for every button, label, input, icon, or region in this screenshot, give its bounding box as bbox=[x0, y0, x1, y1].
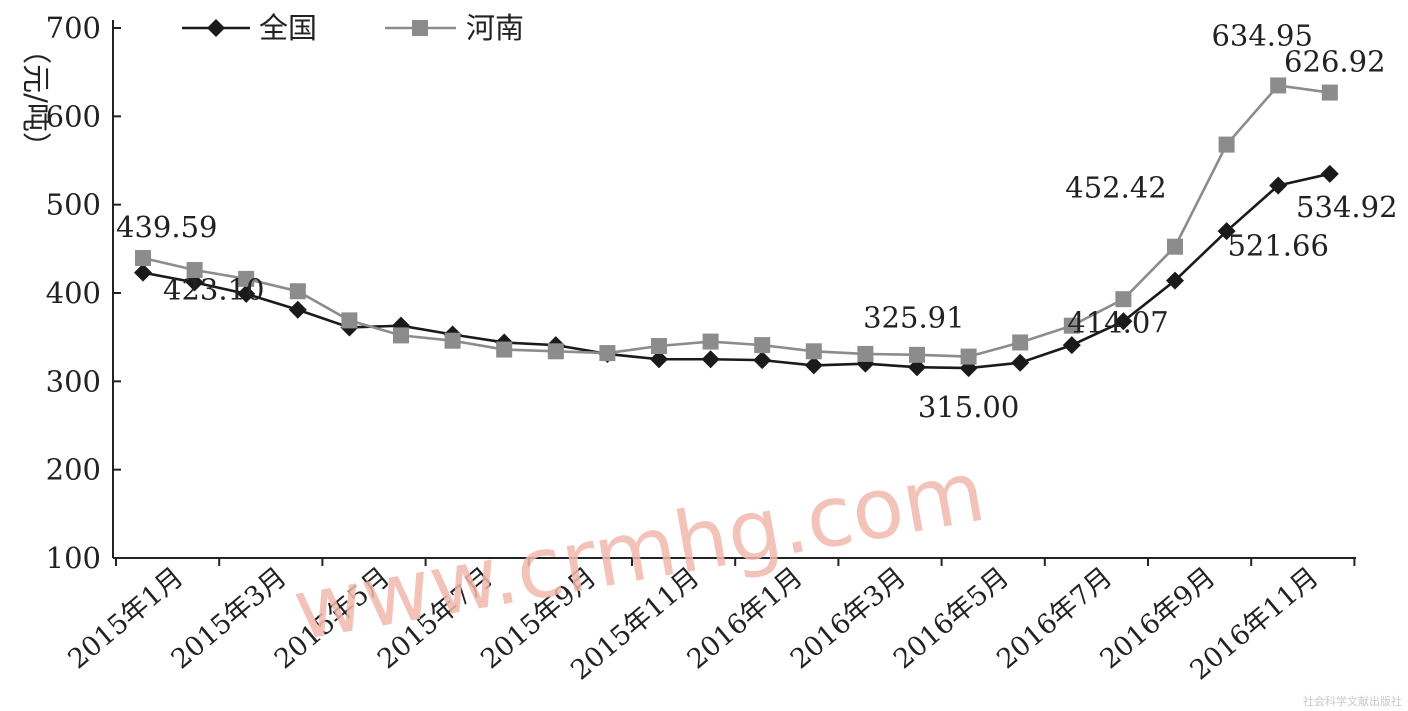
y-tick-label: 700 bbox=[46, 11, 101, 45]
data-point-marker bbox=[288, 300, 307, 319]
series-line bbox=[142, 172, 1331, 370]
data-label: 534.92 bbox=[1296, 190, 1397, 224]
data-label: 423.10 bbox=[163, 273, 264, 307]
data-point-marker bbox=[1320, 164, 1339, 183]
data-label: 626.92 bbox=[1284, 45, 1385, 79]
data-point-marker bbox=[496, 341, 513, 358]
data-point-marker bbox=[651, 338, 667, 354]
data-point-marker bbox=[857, 345, 874, 362]
data-point-marker bbox=[754, 337, 771, 354]
data-point-marker bbox=[1115, 291, 1132, 308]
data-point-marker bbox=[186, 262, 203, 279]
legend-marker-henan bbox=[412, 20, 428, 36]
data-label: 414.07 bbox=[1067, 306, 1168, 340]
series-layer bbox=[134, 77, 1339, 378]
data-labels: 439.59 423.10 325.91 315.00 452.42 414.07 634.… bbox=[116, 18, 1398, 424]
data-point-marker bbox=[238, 270, 255, 287]
data-label: 325.91 bbox=[863, 301, 964, 335]
data-point-marker bbox=[1218, 136, 1235, 153]
data-label: 452.42 bbox=[1065, 171, 1166, 205]
data-point-marker bbox=[444, 332, 461, 349]
data-point-marker bbox=[135, 250, 151, 267]
y-tick-label: 300 bbox=[46, 364, 101, 398]
y-tick-label: 100 bbox=[46, 541, 101, 575]
data-point-marker bbox=[341, 312, 358, 329]
data-point-marker bbox=[753, 351, 772, 370]
y-tick-label: 200 bbox=[46, 453, 101, 487]
series-henan bbox=[135, 77, 1338, 365]
data-point-marker bbox=[599, 345, 616, 362]
data-point-marker bbox=[701, 350, 720, 369]
data-point-marker bbox=[1269, 176, 1288, 195]
legend-marker-national bbox=[207, 19, 225, 37]
data-label: 315.00 bbox=[918, 390, 1019, 424]
data-point-marker bbox=[547, 343, 564, 360]
data-point-marker bbox=[1167, 238, 1183, 255]
y-axis-ticks: 100 200 300 400 500 600 700 bbox=[46, 11, 121, 575]
data-point-marker bbox=[805, 343, 822, 360]
data-point-marker bbox=[289, 283, 306, 300]
legend-label-henan: 河南 bbox=[466, 11, 524, 45]
data-point-marker bbox=[393, 327, 409, 344]
data-point-marker bbox=[1270, 77, 1287, 94]
publisher-credit: 社会科学文献出版社 bbox=[1303, 694, 1402, 708]
data-point-marker bbox=[1063, 317, 1080, 334]
data-point-marker bbox=[1321, 84, 1338, 101]
data-label: 439.59 bbox=[116, 210, 217, 244]
data-point-marker bbox=[804, 356, 823, 375]
data-label: 521.66 bbox=[1227, 229, 1328, 263]
data-point-marker bbox=[1011, 353, 1030, 372]
y-tick-label: 600 bbox=[46, 99, 101, 133]
data-point-marker bbox=[1114, 312, 1133, 331]
data-point-marker bbox=[909, 346, 925, 363]
data-point-marker bbox=[1012, 334, 1029, 351]
series-line bbox=[142, 84, 1330, 358]
data-point-marker bbox=[1062, 336, 1081, 355]
y-axis-label: （元/吨） bbox=[19, 35, 53, 161]
data-point-marker bbox=[134, 263, 152, 282]
data-point-marker bbox=[1166, 271, 1184, 290]
data-point-marker bbox=[650, 350, 668, 369]
data-point-marker bbox=[702, 333, 719, 350]
data-point-marker bbox=[237, 284, 256, 303]
y-tick-label: 500 bbox=[46, 188, 101, 222]
data-point-marker bbox=[1217, 222, 1236, 241]
legend-label-national: 全国 bbox=[259, 11, 317, 45]
legend: 全国 河南 bbox=[182, 11, 524, 45]
y-tick-label: 400 bbox=[46, 276, 101, 310]
data-point-marker bbox=[960, 348, 977, 365]
data-label: 634.95 bbox=[1211, 18, 1312, 52]
